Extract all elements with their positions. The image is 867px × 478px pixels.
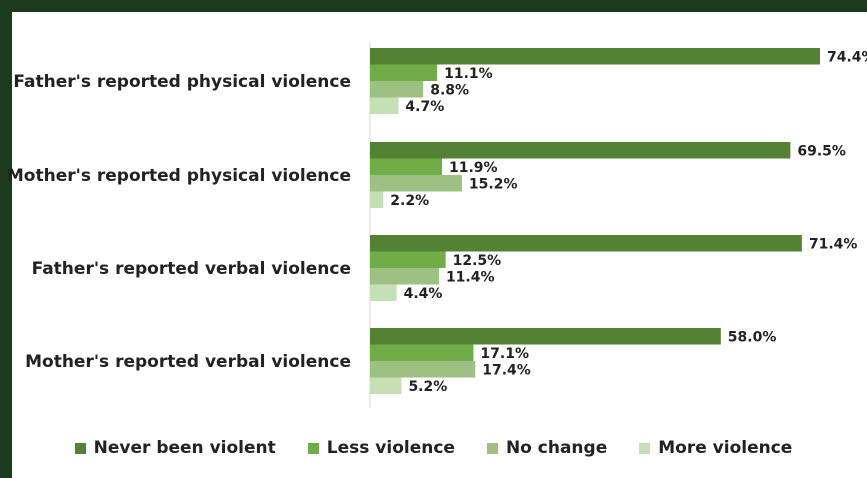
frame-left-border	[0, 0, 12, 478]
value-label-no-change-mother-s-reported-verbal-violence: 17.4%	[482, 362, 531, 378]
category-label-father-s-reported-verbal-violence: Father's reported verbal violence	[32, 259, 351, 279]
bar-more-violence-father-s-reported-verbal-violence	[370, 284, 397, 301]
value-label-less-violence-father-s-reported-physical-violence: 11.1%	[444, 66, 493, 82]
value-label-more-violence-mother-s-reported-physical-violence: 2.2%	[390, 193, 429, 209]
bar-no-change-father-s-reported-verbal-violence	[370, 268, 439, 285]
value-label-more-violence-mother-s-reported-verbal-violence: 5.2%	[408, 379, 447, 395]
legend-label-less-violence: Less violence	[326, 438, 455, 458]
value-label-more-violence-father-s-reported-physical-violence: 4.7%	[405, 99, 444, 115]
bar-less-violence-mother-s-reported-verbal-violence	[370, 344, 474, 361]
bar-never-been-violent-mother-s-reported-verbal-violence	[370, 328, 721, 345]
legend-label-more-violence: More violence	[658, 438, 793, 458]
legend-item-less-violence: Less violence	[307, 438, 455, 458]
bar-no-change-mother-s-reported-physical-violence	[370, 175, 462, 192]
bar-no-change-father-s-reported-physical-violence	[370, 81, 424, 98]
legend-label-no-change: No change	[505, 438, 608, 458]
value-label-no-change-father-s-reported-verbal-violence: 11.4%	[446, 269, 495, 285]
chart-legend: Never been violent Less violence No chan…	[0, 438, 867, 458]
bar-never-been-violent-father-s-reported-physical-violence	[370, 48, 820, 65]
value-label-never-been-violent-father-s-reported-physical-violence: 74.4%	[827, 49, 867, 65]
value-label-never-been-violent-mother-s-reported-verbal-violence: 58.0%	[728, 329, 777, 345]
value-label-no-change-father-s-reported-physical-violence: 8.8%	[430, 82, 469, 98]
value-label-less-violence-mother-s-reported-verbal-violence: 17.1%	[480, 346, 529, 362]
value-label-more-violence-father-s-reported-verbal-violence: 4.4%	[404, 286, 443, 302]
frame-top-border	[0, 0, 867, 12]
legend-item-no-change: No change	[486, 438, 608, 458]
bar-more-violence-mother-s-reported-verbal-violence	[370, 377, 402, 394]
legend-swatch-less-violence	[307, 442, 319, 454]
legend-item-never-been-violent: Never been violent	[74, 438, 276, 458]
bar-less-violence-father-s-reported-physical-violence	[370, 64, 438, 81]
value-label-never-been-violent-father-s-reported-verbal-violence: 71.4%	[809, 236, 858, 252]
category-label-mother-s-reported-physical-violence: Mother's reported physical violence	[7, 166, 351, 186]
category-label-father-s-reported-physical-violence: Father's reported physical violence	[13, 72, 351, 92]
value-label-no-change-mother-s-reported-physical-violence: 15.2%	[469, 176, 518, 192]
bar-less-violence-father-s-reported-verbal-violence	[370, 251, 446, 268]
value-label-less-violence-mother-s-reported-physical-violence: 11.9%	[449, 160, 498, 176]
legend-swatch-more-violence	[639, 442, 651, 454]
bar-no-change-mother-s-reported-verbal-violence	[370, 361, 476, 378]
legend-swatch-no-change	[486, 442, 498, 454]
bar-more-violence-father-s-reported-physical-violence	[370, 97, 399, 114]
bar-less-violence-mother-s-reported-physical-violence	[370, 158, 442, 175]
category-label-mother-s-reported-verbal-violence: Mother's reported verbal violence	[25, 352, 351, 372]
bar-more-violence-mother-s-reported-physical-violence	[370, 191, 384, 208]
bar-never-been-violent-father-s-reported-verbal-violence	[370, 235, 802, 252]
bar-never-been-violent-mother-s-reported-physical-violence	[370, 142, 791, 159]
value-label-never-been-violent-mother-s-reported-physical-violence: 69.5%	[797, 143, 846, 159]
legend-label-never-been-violent: Never been violent	[93, 438, 276, 458]
legend-swatch-never-been-violent	[74, 442, 86, 454]
value-label-less-violence-father-s-reported-verbal-violence: 12.5%	[453, 253, 502, 269]
legend-item-more-violence: More violence	[639, 438, 792, 458]
